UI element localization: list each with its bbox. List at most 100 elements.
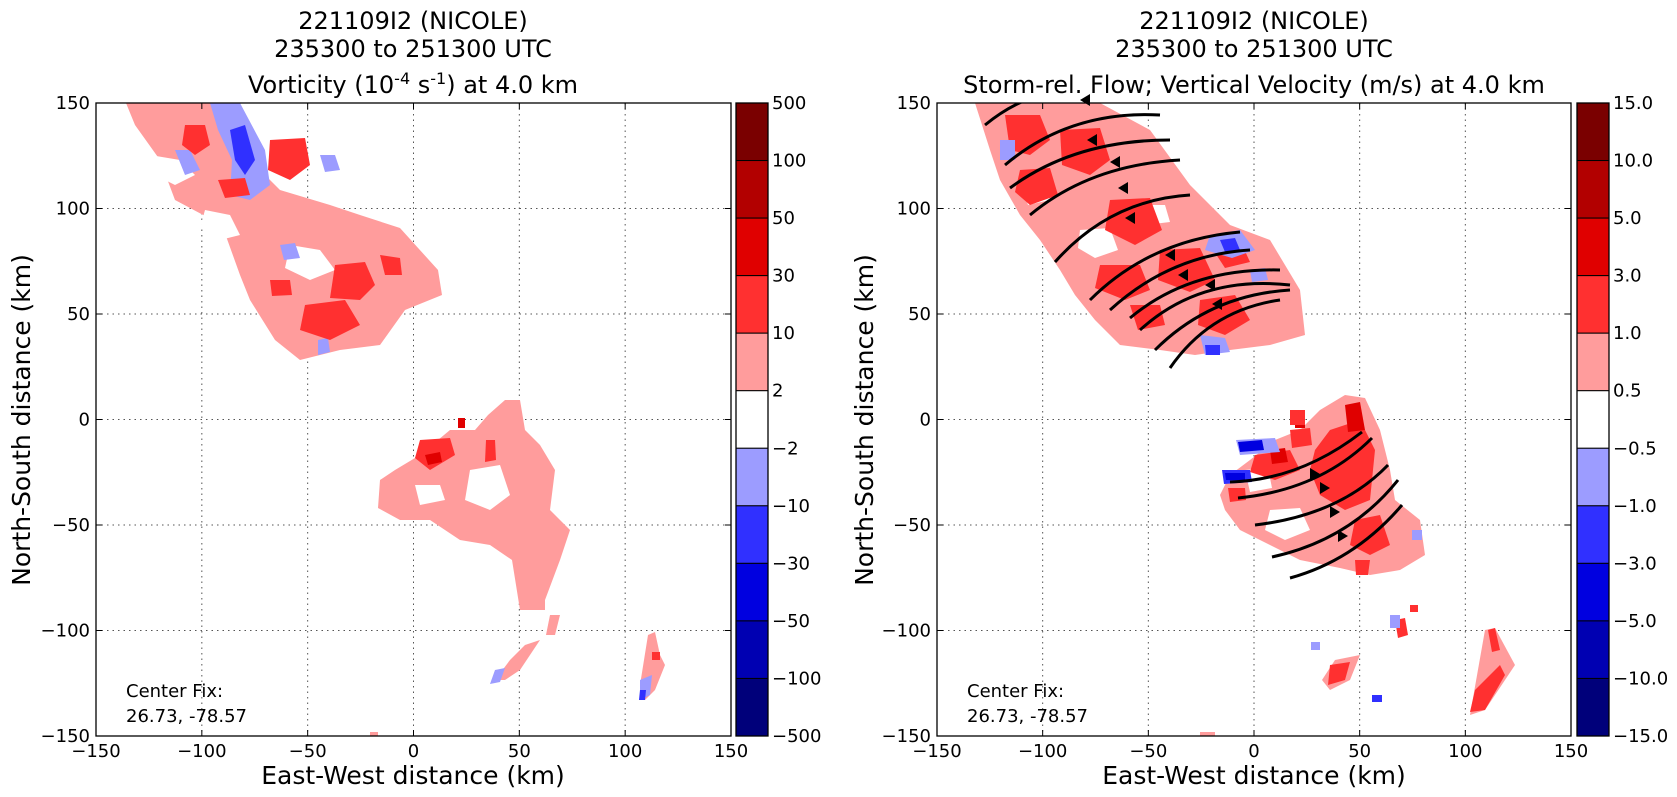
right-y-axis-label: North-South distance (km) [850, 254, 879, 586]
colorbar-segment [1576, 332, 1610, 392]
y-tick-label: 0 [920, 410, 931, 431]
flow-arrow [1338, 530, 1348, 542]
colorbar-tick-label: −15.0 [1613, 726, 1668, 747]
left-center-fix-value: 26.73, -78.57 [126, 706, 247, 727]
x-tick-label: 0 [408, 741, 419, 762]
x-tick-label: 150 [714, 741, 748, 762]
colorbar-segment [735, 332, 769, 392]
flow-arrow [1165, 249, 1175, 261]
colorbar-tick-label: −100 [772, 668, 821, 689]
y-tick-label: −50 [893, 515, 931, 536]
y-tick-label: 150 [56, 93, 90, 114]
y-tick-label: 50 [67, 304, 90, 325]
y-tick-label: 50 [908, 304, 931, 325]
flow-arrow [1118, 182, 1128, 194]
streamline [1254, 463, 1390, 527]
streamline [1168, 298, 1281, 369]
x-tick-label: −150 [912, 741, 961, 762]
streamline [1138, 281, 1291, 332]
colorbar-segment [1576, 447, 1610, 507]
colorbar-tick-label: 500 [772, 93, 806, 114]
left-title-line2: 235300 to 251300 UTC [274, 35, 552, 63]
colorbar-tick-label: 10.0 [1613, 151, 1653, 172]
flow-arrow [1330, 506, 1340, 518]
colorbar-tick-label: −500 [772, 726, 821, 747]
x-tick-label: 0 [1248, 741, 1259, 762]
right-title-line3: Storm-rel. Flow; Vertical Velocity (m/s)… [963, 71, 1545, 99]
x-tick-label: 50 [1348, 741, 1371, 762]
colorbar-segment [1576, 390, 1610, 449]
colorbar-segment [1576, 677, 1610, 737]
x-tick-label: −50 [1129, 741, 1167, 762]
streamline [1237, 436, 1374, 500]
left-center-fix-label: Center Fix: [126, 681, 223, 702]
vorticity-field [126, 103, 665, 736]
colorbar-segment [1576, 102, 1610, 162]
right-title-line2: 235300 to 251300 UTC [1115, 35, 1393, 63]
streamline [1009, 138, 1171, 190]
x-tick-label: 100 [608, 741, 642, 762]
streamline [1088, 230, 1241, 302]
colorbar-segment [1576, 160, 1610, 219]
streamline [984, 103, 1023, 127]
colorbar-tick-label: 30 [772, 266, 795, 287]
left-title-line1: 221109I2 (NICOLE) [298, 7, 528, 35]
x-tick-label: −50 [289, 741, 327, 762]
flow-arrow [1212, 298, 1222, 310]
y-tick-label: 100 [56, 199, 90, 220]
flow-arrow [1205, 279, 1215, 291]
colorbar-tick-label: 2 [772, 381, 783, 402]
flow-arrow [1087, 134, 1097, 146]
colorbar-segment [735, 102, 769, 162]
colorbar-segment [735, 160, 769, 219]
colorbar-tick-label: −0.5 [1613, 438, 1657, 459]
x-tick-label: 100 [1448, 741, 1482, 762]
right-x-axis-label: East-West distance (km) [1102, 761, 1406, 790]
x-tick-label: −100 [177, 741, 226, 762]
colorbar-frame [1576, 102, 1610, 737]
colorbar-tick-label: 5.0 [1613, 208, 1642, 229]
flow-arrow [1125, 212, 1135, 224]
colorbar-segment [735, 275, 769, 334]
y-tick-label: −150 [41, 726, 90, 747]
colorbar-tick-label: −10.0 [1613, 668, 1668, 689]
y-tick-label: −100 [41, 621, 90, 642]
right-center-fix-value: 26.73, -78.57 [967, 706, 1088, 727]
right-colorbar: 15.0 10.0 5.0 3.0 1.0 0.5 −0.5 −1.0 −3.0 −5.0 −10.… [1576, 93, 1668, 747]
x-tick-label: −150 [71, 741, 120, 762]
right-tick-labels: −150 −100 −50 0 50 100 150 150 100 50 0 −50 −100 −150 [882, 93, 1589, 762]
x-tick-label: 50 [508, 741, 531, 762]
colorbar-segment [735, 217, 769, 277]
colorbar-tick-label: −3.0 [1613, 553, 1657, 574]
left-colorbar: 500 100 50 30 10 2 −2 −10 −30 −50 −100 −500 [735, 93, 821, 747]
colorbar-segment [735, 447, 769, 507]
colorbar-tick-label: −10 [772, 496, 810, 517]
colorbar-segment [1576, 620, 1610, 679]
right-center-fix-label: Center Fix: [967, 681, 1064, 702]
streamline [1053, 193, 1191, 263]
streamline [1271, 479, 1400, 559]
streamline [1289, 504, 1404, 580]
colorbar-segment [735, 505, 769, 564]
y-tick-label: 0 [79, 410, 90, 431]
colorbar-segment [735, 562, 769, 622]
colorbar-tick-label: 50 [772, 208, 795, 229]
colorbar-segment [1576, 217, 1610, 277]
colorbar-segment [1576, 505, 1610, 564]
colorbar-tick-label: 100 [772, 151, 806, 172]
colorbar-tick-label: −5.0 [1613, 611, 1657, 632]
right-title-line1: 221109I2 (NICOLE) [1139, 7, 1369, 35]
y-tick-label: 100 [897, 199, 931, 220]
left-y-axis-label: North-South distance (km) [7, 254, 36, 586]
left-tick-labels: −150 −100 −50 0 50 100 150 150 100 50 0 −50 −100 −150 [41, 93, 749, 762]
streamline [1108, 248, 1251, 312]
y-tick-label: 150 [897, 93, 931, 114]
y-tick-label: −100 [882, 621, 931, 642]
colorbar-tick-label: 1.0 [1613, 323, 1642, 344]
colorbar-tick-label: −30 [772, 553, 810, 574]
y-tick-label: −50 [52, 515, 90, 536]
left-x-axis-label: East-West distance (km) [261, 761, 565, 790]
colorbar-segment [735, 677, 769, 737]
flow-arrow [1110, 156, 1120, 168]
